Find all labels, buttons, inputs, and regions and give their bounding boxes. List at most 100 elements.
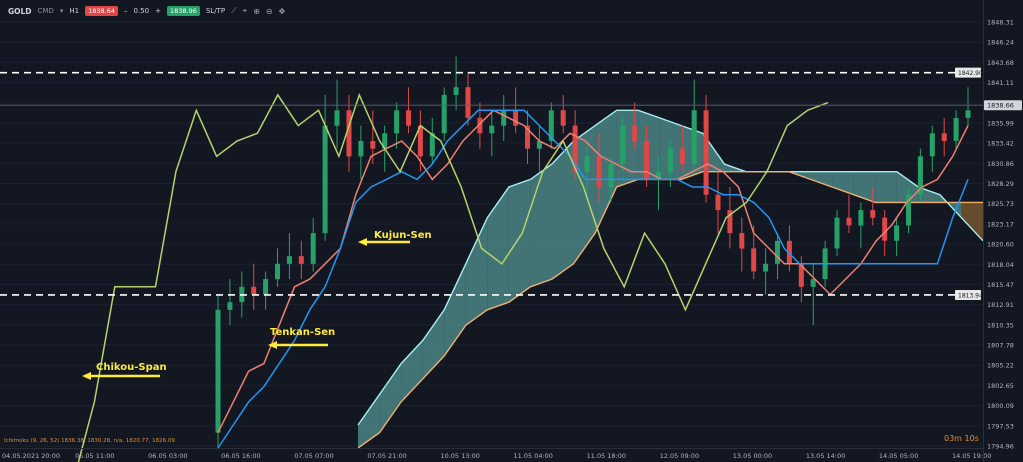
y-tick-label: 1797.53	[987, 422, 1014, 430]
x-tick-label: 06.05 03:00	[148, 452, 187, 460]
y-tick-label: 1823.17	[987, 220, 1014, 228]
series-line-kujun-sen	[217, 109, 969, 449]
kumo-cloud-segment	[573, 125, 596, 264]
candle-body	[941, 133, 947, 141]
candle-body	[358, 141, 364, 157]
kumo-cloud-segment	[465, 217, 488, 326]
y-tick-label: 1820.60	[987, 241, 1014, 249]
candle-body	[417, 125, 423, 157]
lower-level-price-label-box	[955, 289, 981, 300]
candle-body	[536, 141, 542, 149]
kumo-cloud-segment	[875, 171, 897, 203]
x-tick-label: 13.05 00:00	[733, 452, 772, 460]
candle-body	[703, 110, 709, 195]
candle-body	[465, 87, 471, 118]
kumo-cloud-segment	[487, 187, 509, 310]
chart-toolbar: GOLD CMD ▾ H1 1838.64 – 0.50 + 1838.96 S…	[0, 0, 990, 22]
candle-body	[334, 110, 340, 126]
candle-body	[286, 256, 292, 264]
y-tick-label: 1833.42	[987, 140, 1014, 148]
lot-increase-button[interactable]: +	[155, 7, 161, 15]
candle-body	[786, 240, 792, 264]
candle-body	[727, 210, 733, 234]
sltp-button[interactable]: SL/TP	[205, 7, 226, 15]
x-tick-label: 07.05 07:00	[294, 452, 333, 460]
series-line-chikou-span	[77, 92, 829, 462]
kumo-cloud-segment	[961, 202, 983, 241]
time-axis[interactable]	[0, 448, 983, 462]
candle-body	[834, 217, 840, 249]
x-tick-label: 13.05 14:00	[806, 452, 845, 460]
candle-body	[739, 233, 745, 249]
candle-body	[632, 125, 638, 141]
x-tick-label: 14.05 19:00	[952, 452, 991, 460]
y-tick-label: 1807.78	[987, 342, 1014, 350]
candle-body	[453, 87, 459, 95]
kumo-cloud-segment	[832, 171, 854, 195]
annotation-label: Chikou-Span	[96, 362, 167, 373]
lot-decrease-button[interactable]: –	[124, 7, 128, 15]
kumo-cloud-segment	[530, 164, 552, 287]
candle-body	[548, 110, 554, 141]
buy-button[interactable]: 1838.96	[166, 6, 200, 16]
zoom-out-icon[interactable]: ⊖	[265, 6, 273, 16]
y-tick-label: 1794.96	[987, 443, 1014, 451]
candle-body	[906, 194, 911, 226]
kumo-cloud-segment	[810, 171, 833, 187]
candle-body	[227, 302, 233, 310]
indicator-label[interactable]: Ichimoku (9, 26, 52) 1836.38, 1830.28, n…	[4, 438, 175, 444]
candle-body	[775, 240, 780, 264]
candle-body	[644, 141, 650, 180]
candle-body	[596, 156, 602, 187]
x-tick-label: 04.05.2021 20:00	[2, 452, 60, 460]
annotation-arrow-head	[268, 341, 277, 349]
annotation-label: Tenkan-Sen	[270, 327, 335, 338]
candle-body	[763, 263, 769, 272]
symbol-label[interactable]: GOLD	[8, 6, 32, 16]
chevron-down-icon[interactable]: ▾	[59, 7, 64, 15]
crosshair-icon[interactable]: ⌖	[242, 6, 248, 15]
upper-level-price-label: 1842.90	[958, 70, 983, 77]
kumo-cloud-segment	[896, 171, 919, 203]
candle-body	[382, 133, 388, 149]
candle-body	[275, 263, 280, 280]
move-icon[interactable]: ✥	[278, 6, 286, 16]
kumo-cloud-segment	[918, 187, 940, 203]
x-tick-label: 07.05 21:00	[367, 452, 406, 460]
zoom-in-icon[interactable]: ⊕	[253, 6, 260, 16]
candle-body	[215, 309, 221, 433]
candle-body	[656, 171, 661, 180]
current-price-tag	[984, 100, 1022, 111]
x-tick-label: 05.05 11:00	[75, 452, 114, 460]
y-tick-label: 1810.35	[987, 321, 1014, 329]
candle-body	[322, 125, 328, 234]
y-tick-label: 1825.73	[987, 200, 1014, 208]
candle-body	[870, 210, 876, 218]
candle-body	[751, 248, 757, 272]
annotation-arrow-head	[82, 372, 91, 380]
y-tick-label: 1812.91	[987, 301, 1014, 309]
sell-button[interactable]: 1838.64	[85, 6, 118, 16]
candle-body	[263, 279, 269, 295]
kumo-cloud-segment	[401, 340, 423, 402]
candle-body	[846, 217, 852, 226]
line-tool-icon[interactable]: ⟋	[231, 6, 237, 15]
kumo-cloud-segment	[595, 110, 617, 234]
lot-size-field[interactable]: 0.50	[133, 7, 150, 15]
x-tick-label: 11.05 18:00	[587, 452, 626, 460]
candle-body	[572, 125, 578, 172]
price-axis[interactable]	[983, 0, 1023, 462]
candle-body	[477, 117, 483, 134]
candle-body	[620, 125, 626, 164]
timeframe-label[interactable]: H1	[69, 7, 80, 15]
candle-body	[251, 286, 257, 295]
candle-body	[370, 141, 376, 149]
x-tick-label: 14.05 05:00	[879, 452, 918, 460]
candle-body	[525, 125, 530, 149]
candle-body	[298, 256, 304, 264]
candle-body	[917, 156, 923, 195]
candle-body	[406, 110, 411, 126]
candle-body	[679, 148, 685, 164]
